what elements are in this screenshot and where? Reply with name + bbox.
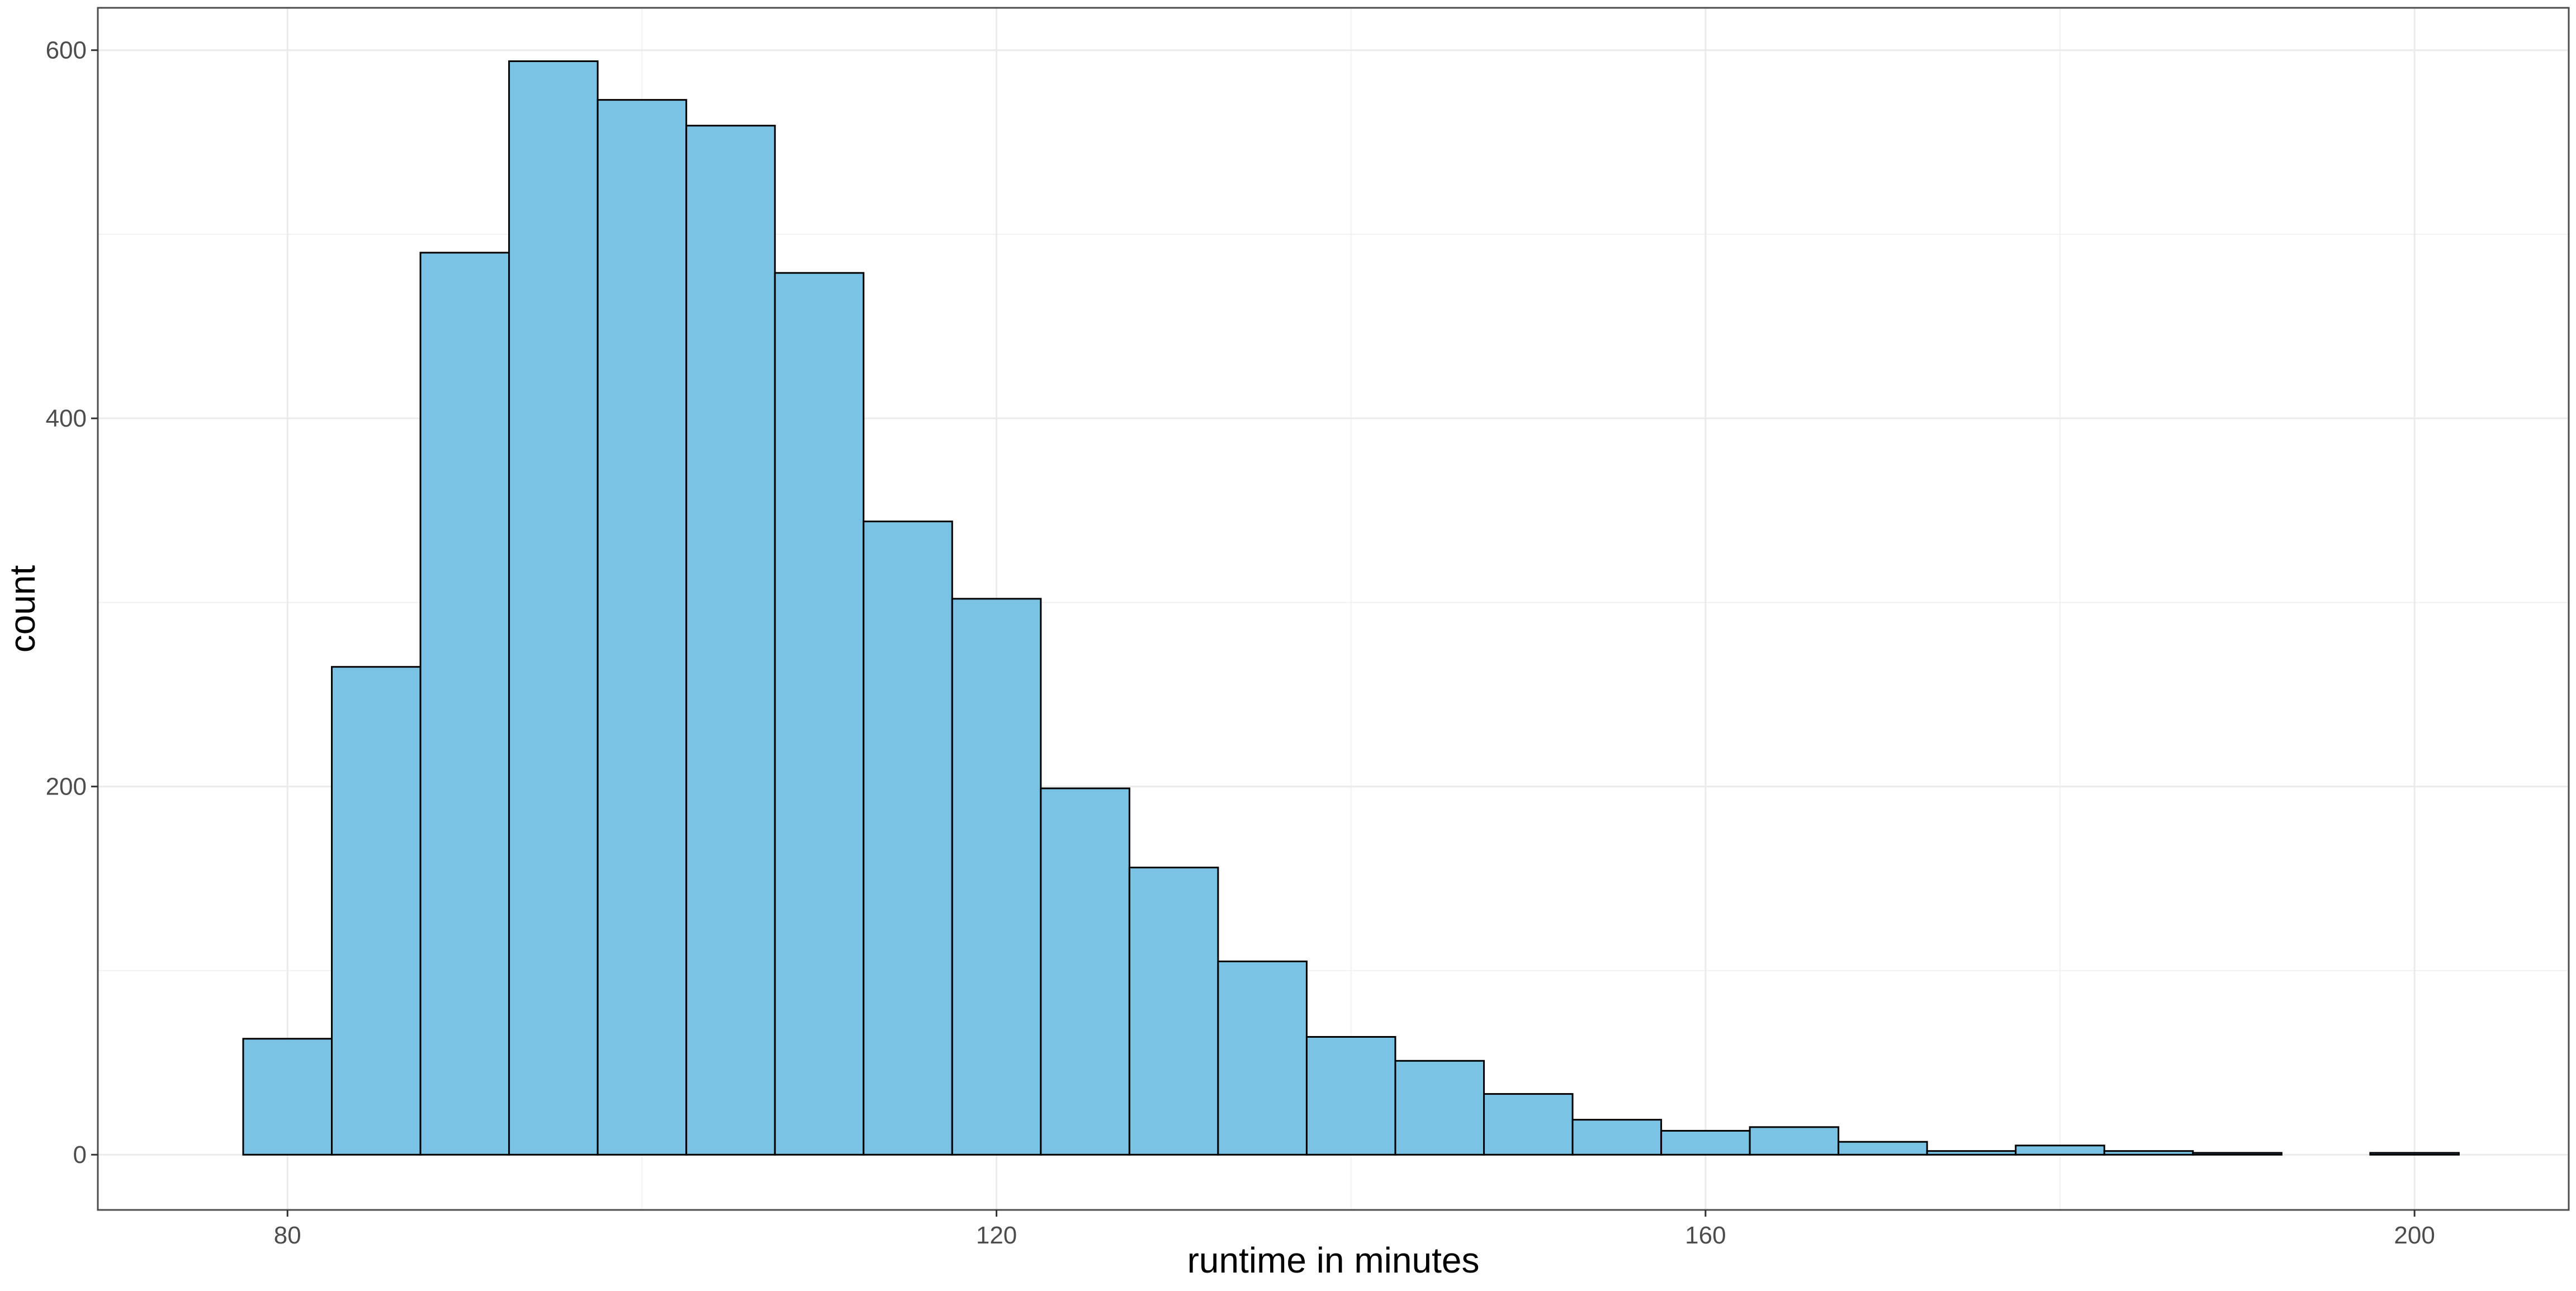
histogram-bar	[1838, 1141, 1928, 1156]
histogram-bar	[1394, 1060, 1485, 1156]
histogram-bar	[508, 60, 599, 1156]
x-tick-label: 80	[274, 1222, 301, 1249]
histogram-bar	[774, 272, 865, 1156]
y-tick-label: 0	[73, 1141, 87, 1169]
histogram-bar	[1749, 1126, 1840, 1156]
histogram-bar	[1040, 787, 1130, 1156]
axis-ticks: 80 120 160 200 0 200 400 600	[46, 37, 2435, 1249]
histogram-bars	[242, 60, 2460, 1156]
histogram-bar	[1217, 961, 1308, 1156]
histogram-bar	[1926, 1150, 2017, 1156]
x-tick-label: 160	[1685, 1222, 1726, 1249]
histogram-bar	[1660, 1129, 1751, 1156]
histogram-bar	[685, 125, 776, 1156]
histogram-bar	[2103, 1150, 2194, 1156]
y-axis-title: count	[2, 565, 42, 653]
y-tick-label: 600	[46, 37, 87, 64]
histogram-bar	[1571, 1119, 1663, 1156]
y-tick-label: 400	[46, 405, 87, 432]
y-tick-label: 200	[46, 773, 87, 801]
histogram-bar	[2192, 1152, 2283, 1156]
histogram-bar	[1305, 1036, 1396, 1156]
histogram-bar	[242, 1038, 333, 1156]
panel-border	[97, 7, 2570, 1211]
x-axis-title: runtime in minutes	[1187, 1240, 1480, 1280]
histogram-bar	[2015, 1145, 2105, 1156]
x-tick-label: 120	[976, 1222, 1017, 1249]
histogram-bar	[2369, 1152, 2460, 1156]
histogram-bar	[596, 99, 688, 1156]
histogram-bar	[1483, 1093, 1574, 1156]
histogram-bar	[1128, 867, 1219, 1156]
histogram-bar	[863, 521, 953, 1156]
histogram-bar	[419, 252, 510, 1156]
histogram-bar	[331, 666, 422, 1156]
x-tick-label: 200	[2394, 1222, 2435, 1249]
histogram-bar	[951, 598, 1042, 1156]
